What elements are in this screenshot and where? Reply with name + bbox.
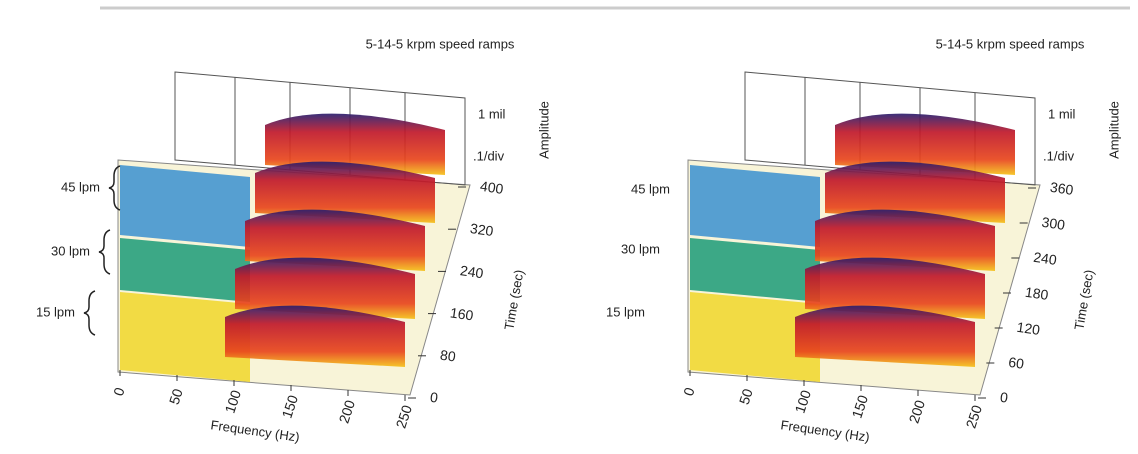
back-wall (174, 71, 466, 186)
time-tick-label: 160 (449, 304, 475, 323)
floor-band (690, 165, 820, 247)
frequency-tick-label: 100 (792, 388, 815, 415)
spectrum-ridge (245, 209, 425, 271)
floor-band (120, 292, 250, 382)
frequency-tick-label: 100 (222, 388, 245, 415)
time-tick-label: 60 (1007, 354, 1025, 372)
floor-band (120, 165, 250, 247)
brace (108, 165, 121, 211)
spectrum-ridge (835, 113, 1015, 175)
time-tick-label: 80 (439, 347, 457, 365)
amplitude-scale: .1/div (473, 148, 505, 163)
flow-label: 45 lpm (631, 181, 670, 196)
flow-label: 15 lpm (36, 304, 75, 319)
time-tick-label: 320 (469, 220, 495, 239)
time-tick-label: 120 (1016, 319, 1042, 338)
brace (98, 229, 111, 275)
panel-title: 5-14-5 krpm speed ramps (366, 36, 515, 51)
time-label: Time (sec) (1071, 269, 1096, 332)
amplitude-label: Amplitude (536, 101, 551, 159)
amplitude-scale: 1 mil (478, 106, 506, 121)
spectrum-ridge (805, 257, 985, 319)
time-tick-label: 300 (1041, 214, 1067, 233)
amplitude-scale: 1 mil (1048, 106, 1076, 121)
spectrum-ridge (255, 161, 435, 223)
frequency-label: Frequency (Hz) (210, 417, 301, 444)
time-tick-label: 360 (1049, 179, 1075, 198)
time-label: Time (sec) (501, 269, 526, 332)
time-tick-label: 240 (459, 262, 485, 281)
flow-label: 15 lpm (606, 304, 645, 319)
brace (83, 290, 96, 336)
spectrum-ridge (235, 257, 415, 319)
frequency-tick-label: 50 (166, 387, 186, 407)
time-tick-label: 0 (999, 389, 1009, 406)
spectrum-ridge (265, 113, 445, 175)
panel: 5-14-5 krpm speed ramps 1 mil .1/div Amplit… (606, 36, 1121, 444)
frequency-tick-label: 200 (336, 398, 359, 425)
frequency-tick-label: 150 (849, 393, 872, 420)
frequency-tick-label: 250 (393, 403, 416, 430)
frequency-tick-label: 250 (963, 403, 986, 430)
spectrum-ridge (825, 161, 1005, 223)
frequency-tick-label: 0 (110, 385, 128, 398)
time-tick-label: 180 (1024, 284, 1050, 303)
spectrum-ridge (225, 305, 405, 367)
spectrum-ridge (815, 209, 995, 271)
spectrum-ridge (795, 305, 975, 367)
time-tick-label: 240 (1032, 249, 1058, 268)
amplitude-label: Amplitude (1106, 101, 1121, 159)
time-tick-label: 0 (429, 389, 439, 406)
amplitude-scale: .1/div (1043, 148, 1075, 163)
flow-label: 30 lpm (51, 243, 90, 258)
frequency-tick-label: 50 (736, 387, 756, 407)
panel-title: 5-14-5 krpm speed ramps (936, 36, 1085, 51)
floor-band (120, 238, 250, 302)
frequency-tick-label: 200 (906, 398, 929, 425)
floor-band (690, 238, 820, 302)
flow-label: 30 lpm (621, 241, 660, 256)
flow-label: 45 lpm (61, 179, 100, 194)
back-wall (744, 71, 1036, 186)
panel: 5-14-5 krpm speed ramps 1 mil .1/div Amplit… (36, 36, 551, 444)
floor-band (690, 292, 820, 382)
frequency-tick-label: 150 (279, 393, 302, 420)
frequency-tick-label: 0 (680, 385, 698, 398)
frequency-label: Frequency (Hz) (780, 417, 871, 444)
time-tick-label: 400 (479, 178, 505, 197)
